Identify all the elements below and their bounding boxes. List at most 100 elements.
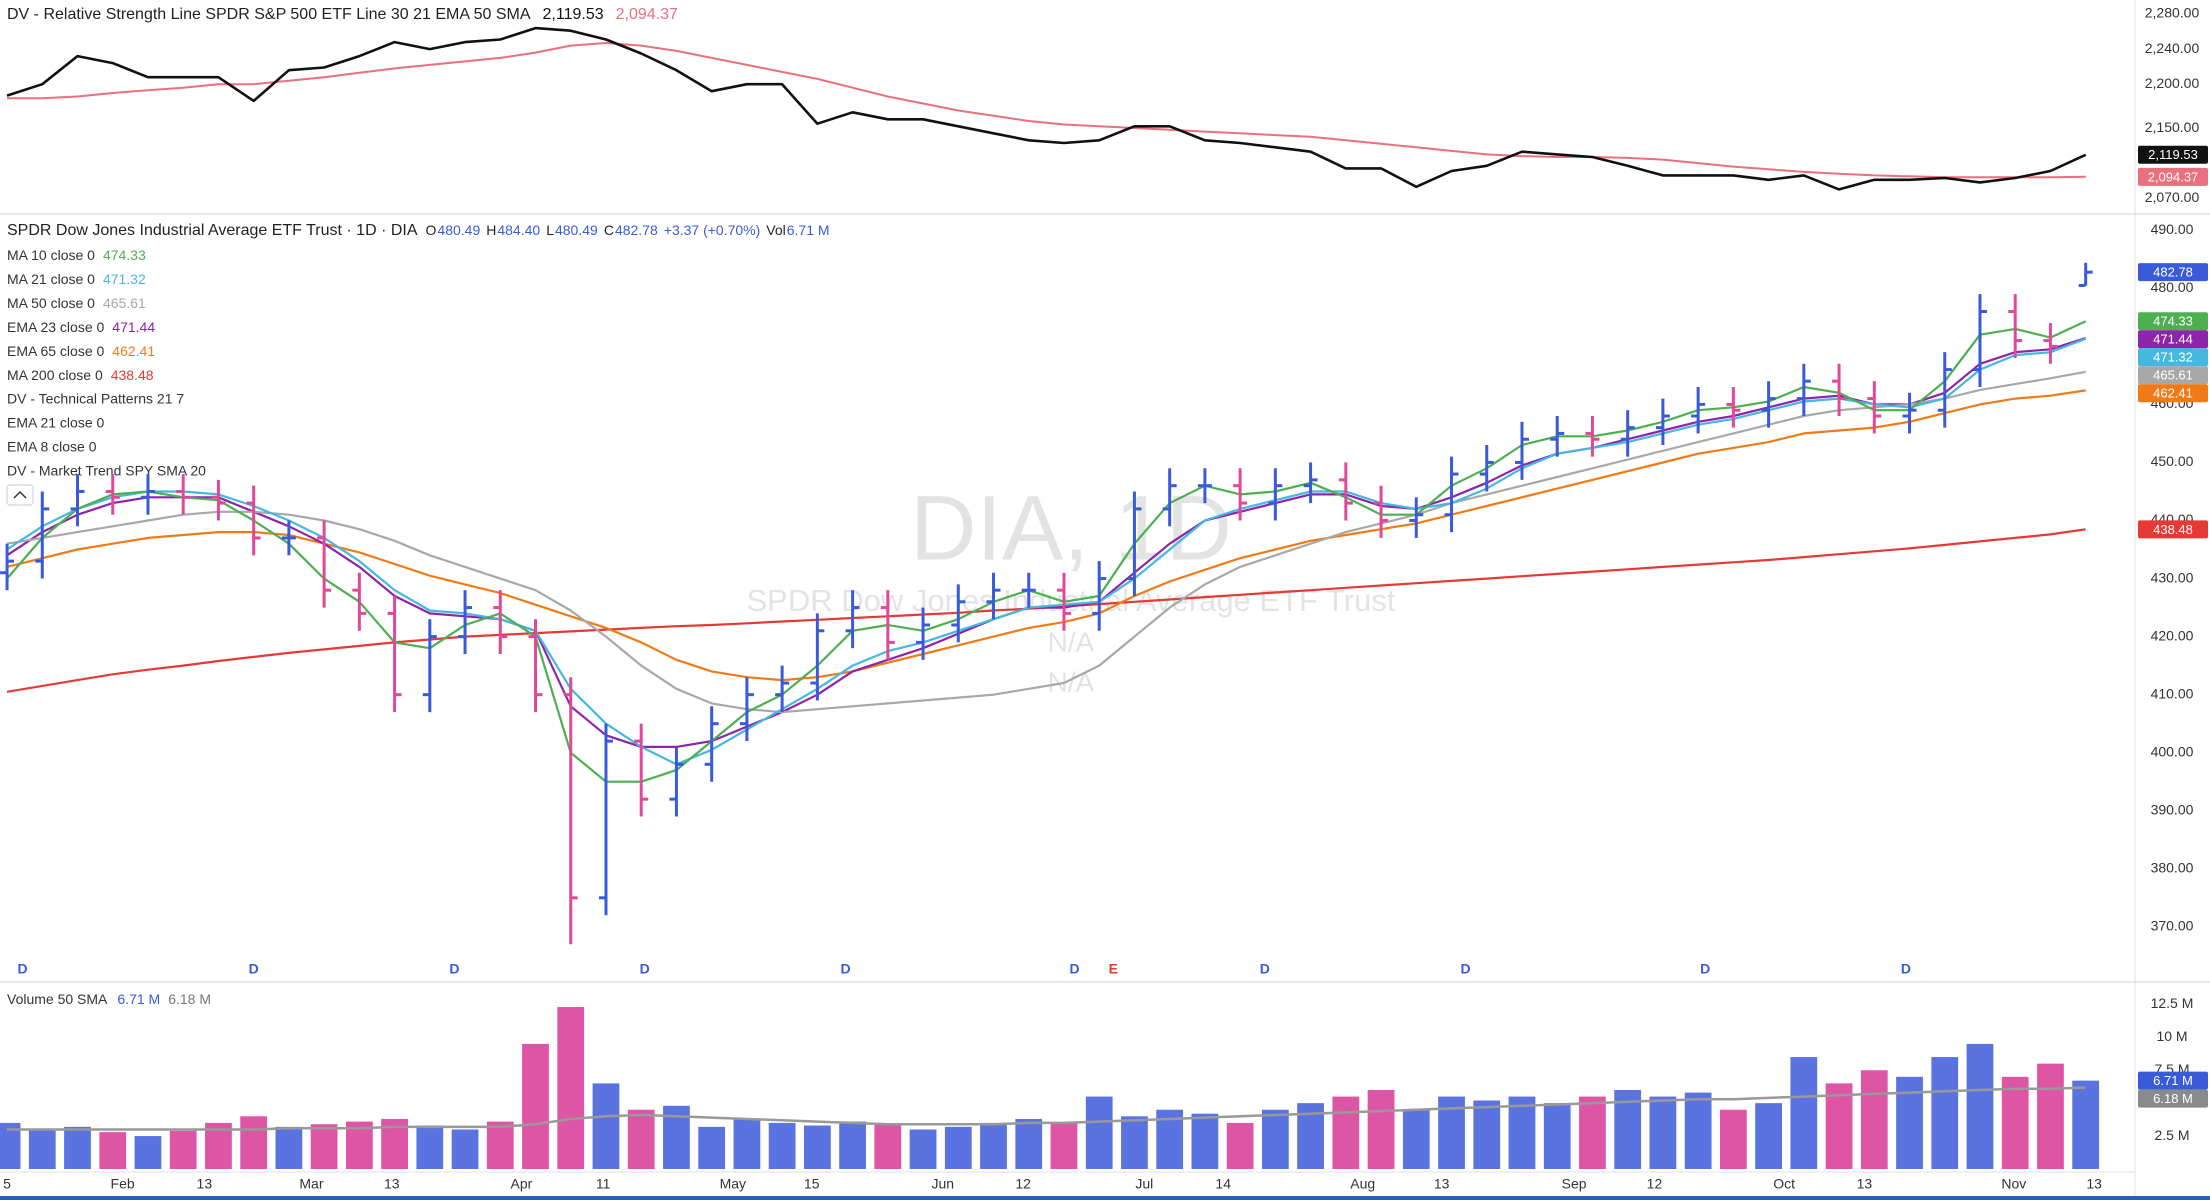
volume-bar bbox=[1579, 1096, 1606, 1169]
legend-entry: MA 50 close 0 465.61 bbox=[7, 295, 146, 311]
volume-bar bbox=[1121, 1116, 1148, 1169]
volume-bar bbox=[345, 1121, 373, 1169]
status-key: H bbox=[486, 222, 496, 238]
volume-bar bbox=[1015, 1118, 1043, 1169]
last-value-label-box bbox=[2138, 145, 2208, 164]
last-value-label: 462.41 bbox=[2153, 386, 2193, 401]
last-value: 6.71 M bbox=[117, 991, 160, 1007]
last-value-label: 6.71 M bbox=[2153, 1073, 2193, 1088]
volume-bar bbox=[909, 1129, 937, 1169]
last-value-label-box bbox=[2138, 167, 2208, 186]
symbol-title: SPDR Dow Jones Industrial Average ETF Tr… bbox=[7, 222, 418, 239]
x-tick-label: Aug bbox=[1350, 1176, 1375, 1192]
status-value: 484.40 bbox=[497, 222, 540, 238]
y-tick-label: 390.00 bbox=[2151, 801, 2194, 817]
hidden-indicator: DV - Market Trend SPY SMA 20 bbox=[7, 463, 206, 479]
x-tick-label: Oct bbox=[1773, 1176, 1795, 1192]
status-value: 482.78 bbox=[615, 222, 658, 238]
watermark-symbol: DIA, 1D bbox=[910, 477, 1232, 579]
panel-header: SPDR Dow Jones Industrial Average ETF Tr… bbox=[7, 222, 830, 240]
volume-bar bbox=[1825, 1083, 1853, 1169]
hidden-indicator: EMA 21 close 0 bbox=[7, 415, 104, 431]
indicator-line bbox=[7, 42, 2086, 179]
last-value-label-box bbox=[2138, 330, 2208, 349]
volume-bar bbox=[839, 1121, 866, 1169]
y-tick-label: 410.00 bbox=[2151, 685, 2194, 701]
event-marker: D bbox=[840, 961, 850, 977]
x-tick-label: Jul bbox=[1135, 1176, 1153, 1192]
volume-bar bbox=[310, 1124, 338, 1169]
collapse-icon bbox=[13, 490, 27, 499]
x-tick-label: 11 bbox=[596, 1176, 611, 1192]
x-tick-label: Jun bbox=[931, 1176, 954, 1192]
y-tick-label: 2,240.00 bbox=[2145, 40, 2200, 56]
volume-bar bbox=[1649, 1096, 1677, 1169]
volume-bar bbox=[1226, 1122, 1254, 1169]
last-value-label-box bbox=[2138, 312, 2208, 331]
volume-bar bbox=[1896, 1076, 1923, 1169]
x-tick-label: 13 bbox=[1857, 1176, 1873, 1192]
bottom-strip bbox=[0, 1196, 2210, 1200]
status-key: L bbox=[546, 222, 554, 238]
chart-content: 2,070.00 2,150.00 2,200.00 2,240.00 2,280.00… bbox=[0, 5, 2208, 1192]
x-tick-label: May bbox=[720, 1176, 746, 1192]
status-value: 6.71 M bbox=[787, 222, 830, 238]
volume-bar bbox=[627, 1109, 655, 1169]
event-marker: D bbox=[1901, 961, 1911, 977]
legend-name: MA 21 close 0 bbox=[7, 271, 95, 287]
hidden-indicator: EMA 8 close 0 bbox=[7, 439, 97, 455]
indicator-line bbox=[6, 336, 2087, 749]
last-value: 2,119.53 bbox=[543, 6, 604, 23]
volume-bar bbox=[2072, 1080, 2100, 1169]
event-marker: D bbox=[1461, 961, 1471, 977]
volume-bar bbox=[733, 1118, 761, 1169]
x-tick-label: Feb bbox=[111, 1176, 135, 1192]
volume-bar bbox=[2001, 1076, 2029, 1169]
y-tick-label: 2,150.00 bbox=[2145, 119, 2200, 135]
last-value-label: 474.33 bbox=[2153, 314, 2193, 329]
x-tick-label: Apr bbox=[511, 1176, 533, 1192]
volume-bar bbox=[1543, 1103, 1571, 1169]
volume-bar bbox=[169, 1130, 197, 1169]
volume-bar bbox=[1473, 1100, 1501, 1169]
event-marker: D bbox=[17, 961, 27, 977]
last-value-label: 482.78 bbox=[2153, 265, 2193, 280]
volume-bar bbox=[275, 1126, 303, 1169]
legend-entry: MA 10 close 0 474.33 bbox=[7, 247, 146, 263]
volume-bar bbox=[134, 1136, 162, 1169]
event-marker: E bbox=[1109, 961, 1118, 977]
last-value-label-box bbox=[2138, 263, 2208, 282]
volume-bar bbox=[698, 1126, 726, 1169]
x-tick-label: Sep bbox=[1562, 1176, 1587, 1192]
volume-bar bbox=[486, 1121, 514, 1169]
volume-bar bbox=[0, 1122, 21, 1169]
event-marker: D bbox=[1069, 961, 1079, 977]
y-tick-label: 490.00 bbox=[2151, 221, 2194, 237]
volume-bar bbox=[1719, 1109, 1747, 1169]
y-tick-label: 2,200.00 bbox=[2145, 75, 2200, 91]
event-marker: D bbox=[1700, 961, 1710, 977]
legend-value: 471.44 bbox=[112, 319, 155, 335]
x-tick-label: Nov bbox=[2001, 1176, 2026, 1192]
watermark-na: N/A bbox=[1048, 626, 1095, 657]
last-value-label: 438.48 bbox=[2153, 522, 2193, 537]
x-tick-label: 5 bbox=[3, 1176, 11, 1192]
x-tick-label: 13 bbox=[1434, 1176, 1450, 1192]
event-marker: D bbox=[640, 961, 650, 977]
x-tick-label: 13 bbox=[384, 1176, 400, 1192]
last-value: 2,094.37 bbox=[616, 6, 678, 23]
x-tick-label: Mar bbox=[299, 1176, 323, 1192]
legend-value: 465.61 bbox=[103, 295, 146, 311]
legend-name: EMA 23 close 0 bbox=[7, 319, 104, 335]
y-tick-label: 2,280.00 bbox=[2145, 5, 2200, 21]
status-value: 480.49 bbox=[555, 222, 598, 238]
volume-bar bbox=[1050, 1122, 1078, 1169]
event-marker: D bbox=[449, 961, 459, 977]
collapse-button[interactable] bbox=[6, 484, 34, 506]
x-tick-label: 13 bbox=[197, 1176, 213, 1192]
indicator-line bbox=[6, 337, 2087, 766]
volume-bar bbox=[2037, 1063, 2064, 1169]
x-tick-label: 14 bbox=[1215, 1176, 1231, 1192]
volume-bar bbox=[1684, 1092, 1712, 1169]
last-value-label: 471.32 bbox=[2153, 350, 2193, 365]
